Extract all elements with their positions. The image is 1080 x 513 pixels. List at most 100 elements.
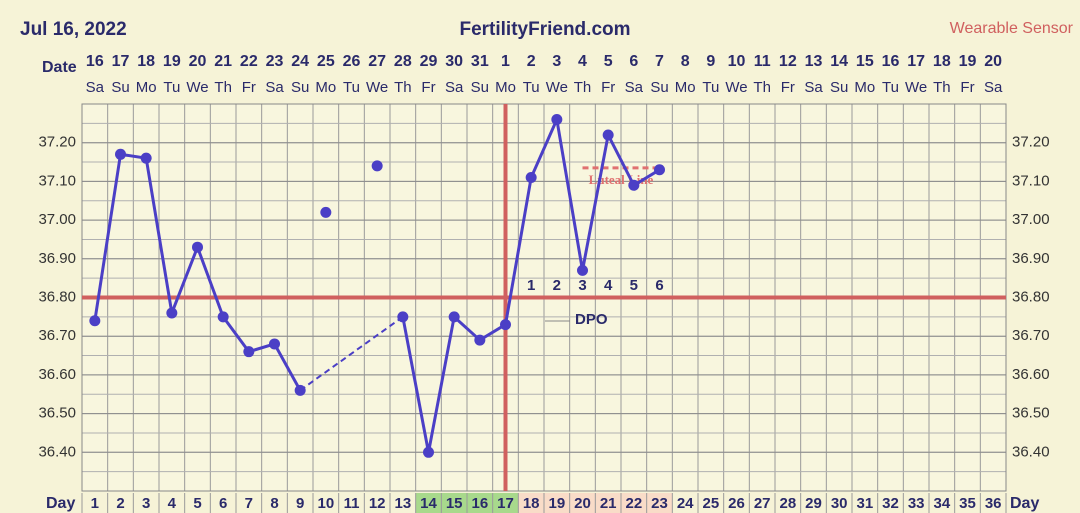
temp-point bbox=[166, 307, 178, 319]
weekday-label: Su bbox=[111, 79, 129, 96]
date-label: 11 bbox=[754, 53, 771, 70]
y-tick-label-right: 37.10 bbox=[1012, 172, 1050, 189]
date-label: 14 bbox=[830, 53, 848, 70]
date-label: 1 bbox=[501, 53, 510, 70]
weekday-label: Th bbox=[394, 79, 412, 96]
temp-point bbox=[89, 315, 101, 327]
date-label: Date bbox=[42, 59, 77, 76]
gap-line bbox=[299, 316, 404, 392]
temp-point bbox=[371, 160, 383, 172]
weekday-label: Mo bbox=[854, 79, 875, 96]
temp-point bbox=[602, 129, 614, 141]
date-label: 10 bbox=[728, 53, 746, 70]
day-label-right: Day bbox=[1010, 495, 1039, 512]
temp-point bbox=[525, 172, 537, 184]
weekday-label: Fr bbox=[781, 79, 795, 96]
day-number: 33 bbox=[908, 495, 925, 512]
date-label: 15 bbox=[856, 53, 874, 70]
y-tick-label: 36.80 bbox=[38, 288, 76, 305]
y-tick-label: 36.60 bbox=[38, 366, 76, 383]
weekday-label: We bbox=[546, 79, 568, 96]
chart-date: Jul 16, 2022 bbox=[20, 19, 127, 40]
temp-point bbox=[448, 311, 460, 323]
temp-point bbox=[294, 384, 306, 396]
weekday-label: Sa bbox=[984, 79, 1003, 96]
day-number: 22 bbox=[625, 495, 642, 512]
date-label: 18 bbox=[137, 53, 155, 70]
dpo-number: 6 bbox=[655, 277, 663, 294]
date-label: 4 bbox=[578, 53, 587, 70]
date-label: 17 bbox=[907, 53, 925, 70]
date-label: 6 bbox=[629, 53, 638, 70]
date-label: 16 bbox=[882, 53, 900, 70]
weekday-label: Th bbox=[574, 79, 592, 96]
day-number: 29 bbox=[805, 495, 822, 512]
day-number: 13 bbox=[394, 495, 411, 512]
temp-point bbox=[397, 311, 409, 323]
weekday-label: Th bbox=[933, 79, 951, 96]
date-label: 8 bbox=[681, 53, 690, 70]
temp-point bbox=[243, 346, 255, 358]
date-label: 31 bbox=[471, 53, 489, 70]
temp-point bbox=[628, 179, 640, 191]
dpo-label: DPO bbox=[575, 311, 608, 328]
weekday-label: We bbox=[905, 79, 927, 96]
weekday-label: Su bbox=[291, 79, 309, 96]
day-number: 15 bbox=[446, 495, 463, 512]
site-title: FertilityFriend.com bbox=[459, 19, 630, 40]
y-tick-label-right: 36.70 bbox=[1012, 327, 1050, 344]
date-label: 20 bbox=[189, 53, 207, 70]
day-number: 27 bbox=[754, 495, 771, 512]
weekday-label: Tu bbox=[882, 79, 899, 96]
weekday-label: Th bbox=[214, 79, 232, 96]
y-tick-label: 37.10 bbox=[38, 172, 76, 189]
day-number: 24 bbox=[677, 495, 694, 512]
weekday-label: We bbox=[366, 79, 388, 96]
day-label: Day bbox=[46, 495, 75, 512]
weekday-label: Mo bbox=[136, 79, 157, 96]
date-label: 2 bbox=[527, 53, 536, 70]
day-number: 5 bbox=[193, 495, 201, 512]
date-label: 26 bbox=[343, 53, 361, 70]
day-number: 23 bbox=[651, 495, 668, 512]
day-number: 19 bbox=[548, 495, 565, 512]
day-number: 6 bbox=[219, 495, 227, 512]
y-tick-label: 37.20 bbox=[38, 134, 76, 151]
temp-point bbox=[320, 206, 332, 218]
day-number: 35 bbox=[959, 495, 976, 512]
weekday-label: Sa bbox=[804, 79, 823, 96]
dpo-number: 2 bbox=[553, 277, 561, 294]
date-label: 22 bbox=[240, 53, 258, 70]
date-label: 7 bbox=[655, 53, 664, 70]
date-label: 25 bbox=[317, 53, 335, 70]
weekday-label: Tu bbox=[343, 79, 360, 96]
dpo-number: 3 bbox=[578, 277, 586, 294]
weekday-label: Th bbox=[753, 79, 771, 96]
date-label: 12 bbox=[779, 53, 797, 70]
temp-point bbox=[577, 264, 588, 276]
date-label: 27 bbox=[368, 53, 386, 70]
day-number: 12 bbox=[369, 495, 386, 512]
day-number: 8 bbox=[270, 495, 278, 512]
date-label: 28 bbox=[394, 53, 412, 70]
day-number: 1 bbox=[91, 495, 99, 512]
weekday-label: We bbox=[186, 79, 208, 96]
y-tick-label-right: 36.40 bbox=[1012, 443, 1050, 460]
date-label: 13 bbox=[805, 53, 823, 70]
weekday-label: Tu bbox=[163, 79, 180, 96]
y-tick-label: 36.50 bbox=[38, 405, 76, 422]
date-label: 18 bbox=[933, 53, 951, 70]
day-number: 21 bbox=[600, 495, 617, 512]
weekday-label: Sa bbox=[445, 79, 464, 96]
weekday-label: Mo bbox=[495, 79, 516, 96]
y-tick-label-right: 37.00 bbox=[1012, 211, 1050, 228]
temp-point bbox=[192, 241, 203, 253]
date-label: 30 bbox=[445, 53, 463, 70]
date-label: 24 bbox=[291, 53, 309, 70]
dpo-number: 5 bbox=[630, 277, 638, 294]
day-number: 9 bbox=[296, 495, 304, 512]
temp-point bbox=[269, 338, 280, 350]
date-label: 9 bbox=[706, 53, 715, 70]
temp-point bbox=[423, 446, 434, 458]
